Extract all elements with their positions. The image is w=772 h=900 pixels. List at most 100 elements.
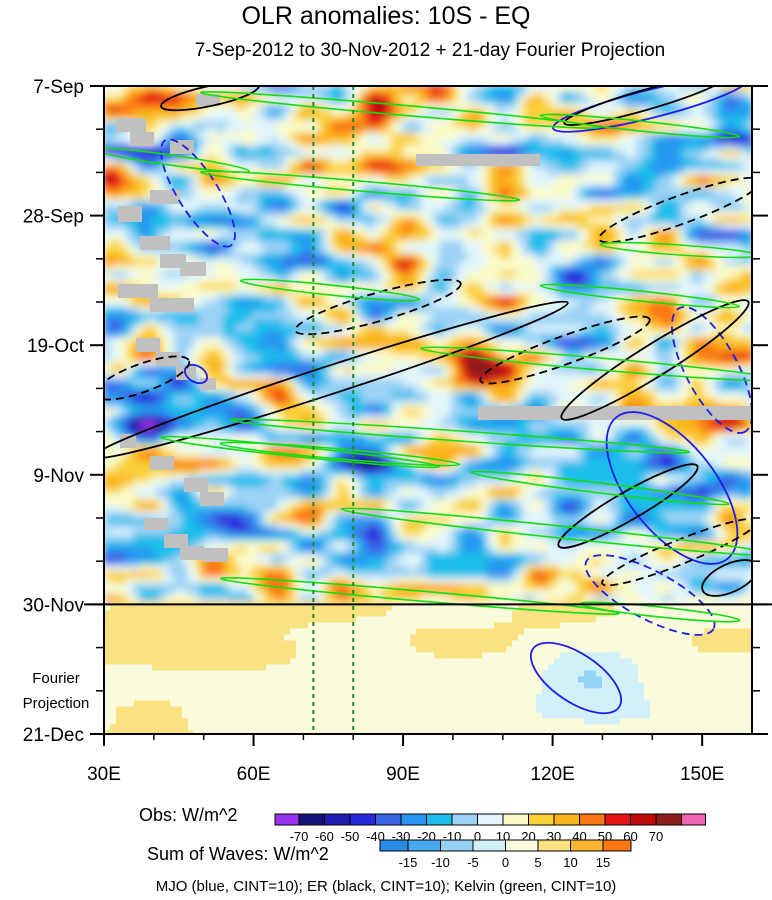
missing-data-block [160,254,186,268]
y-tick-label: 21-Dec [23,725,84,746]
chart-title: OLR anomalies: 10S - EQ [241,2,531,30]
missing-data-block [130,132,154,146]
colorbar-swatch [477,813,504,826]
mjo-contour [183,363,209,385]
missing-data-block [150,298,194,312]
waves-colorbar-label: Sum of Waves: W/m^2 [147,844,329,864]
colorbar-tick-label: 5 [534,855,541,870]
kelvin-contour [199,170,521,202]
missing-data-block [144,518,168,530]
kelvin-contour [199,91,601,129]
projection-label-1: Fourier [32,670,80,687]
er-contour [560,299,750,421]
colorbar-swatch [655,813,682,826]
missing-data-block [120,434,136,448]
missing-data-block [204,548,228,562]
missing-data-block [116,118,146,132]
colorbar-swatch [274,813,300,826]
colorbar-swatch [375,813,402,826]
er-contour [479,315,651,385]
colorbar-tick-label: -70 [290,829,309,844]
colorbar-swatch [451,813,478,826]
chart-subtitle: 7-Sep-2012 to 30-Nov-2012 + 21-day Fouri… [194,40,666,61]
colorbar-tick-label: -5 [467,855,479,870]
colorbar-swatch [579,813,606,826]
er-contour [601,517,752,587]
mjo-contour [552,86,748,133]
y-tick-label: 19-Oct [27,336,85,357]
kelvin-contour [219,577,621,615]
colorbar-tick-label: -60 [315,829,334,844]
er-contour [701,559,752,597]
kelvin-contour [470,470,730,506]
kelvin-contour [159,435,441,469]
er-contour [598,176,752,244]
missing-data-block [180,262,206,276]
projection-field [104,604,752,734]
colorbar-swatch [505,839,539,852]
colorbar-swatch [553,813,580,826]
colorbar-swatch [528,813,555,826]
waves-colorbar: -15 -10 -5 0 5 10 15 [379,839,632,870]
missing-data-block [136,338,160,352]
colorbar-swatch [537,839,571,852]
colorbar-swatch [570,839,604,852]
colorbar-swatch [602,839,632,852]
x-tick-label: 30E [87,764,121,785]
mjo-contour [529,641,623,715]
kelvin-contour [239,278,421,302]
kelvin-contour [419,346,752,382]
y-tick-label: 28-Sep [23,207,84,228]
x-tick-label: 60E [237,764,271,785]
kelvin-contour [599,241,752,259]
er-contour [104,300,569,460]
missing-data-block [184,478,208,492]
mjo-contour [605,411,739,565]
colorbar-swatch [681,813,706,826]
obs-colorbar-label: Obs: W/m^2 [139,805,238,825]
missing-data-block [164,534,188,548]
missing-data-block [180,546,204,560]
er-contour [104,355,191,401]
colorbar-tick-label: 70 [649,829,663,844]
y-tick-label: 30-Nov [23,595,85,616]
missing-data-block [200,492,224,506]
colorbar-swatch [298,813,325,826]
x-tick-label: 150E [680,764,724,785]
er-contour [563,86,727,126]
projection-label-2: Projection [22,695,90,712]
colorbar-tick-label: 0 [474,829,481,844]
colorbar-swatch [324,813,351,826]
kelvin-contour [219,441,461,467]
colorbar-swatch [440,839,474,852]
mjo-contour [160,138,236,248]
missing-data-block [150,456,174,470]
missing-data-block [416,154,540,166]
kelvin-contour [104,147,251,173]
missing-data-block [150,190,180,204]
colorbar-swatch [407,839,441,852]
colorbar-tick-label: 15 [596,855,610,870]
chart-footer: MJO (blue, CINT=10); ER (black, CINT=10)… [155,878,617,895]
kelvin-contour [539,283,741,309]
missing-data-block [140,236,170,250]
mjo-contour [671,306,752,434]
colorbar-swatch [604,813,631,826]
missing-data-block [156,352,180,366]
kelvin-contour [539,113,741,139]
x-tick-label: 120E [530,764,574,785]
missing-data-block [196,94,220,106]
er-contour [294,278,462,336]
colorbar-swatch [630,813,657,826]
kelvin-contour [229,418,691,454]
colorbar-tick-label: -50 [341,829,360,844]
colorbar-swatch [400,813,427,826]
colorbar-tick-label: 0 [502,855,509,870]
missing-data-block [118,284,158,298]
colorbar-swatch [502,813,529,826]
y-tick-label: 9-Nov [33,466,84,487]
colorbar-tick-label: 10 [563,855,577,870]
x-tick-label: 90E [386,764,420,785]
colorbar-swatch [426,813,453,826]
